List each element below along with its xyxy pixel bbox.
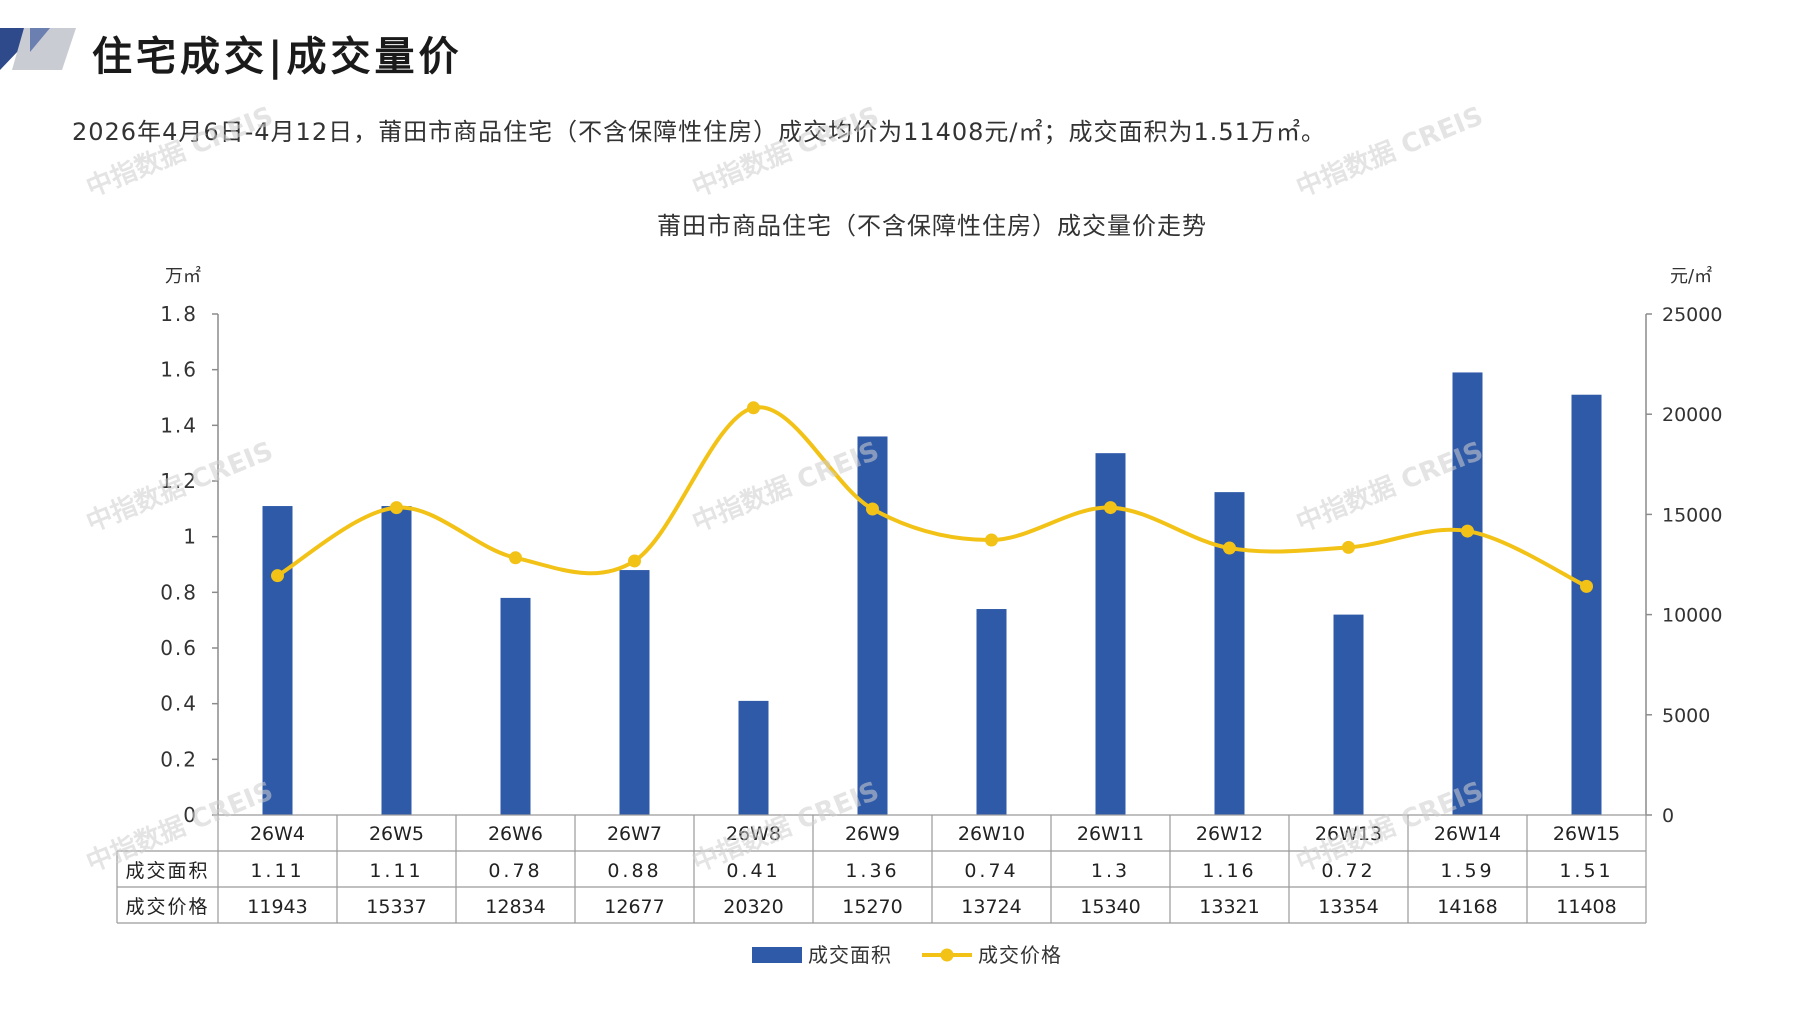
price-point-26W15 <box>1580 579 1593 593</box>
category-label-26W9: 26W9 <box>845 823 900 845</box>
right-tick-label: 20000 <box>1662 404 1722 426</box>
page-header: 住宅成交|成交量价 <box>0 22 900 80</box>
table-cell: 11943 <box>247 896 307 918</box>
right-tick-label: 25000 <box>1662 304 1722 326</box>
category-label-26W12: 26W12 <box>1196 823 1263 845</box>
price-point-26W13 <box>1342 540 1355 554</box>
category-label-26W8: 26W8 <box>726 823 781 845</box>
price-point-26W10 <box>985 533 998 547</box>
bar-26W12 <box>1214 492 1245 815</box>
price-line <box>276 405 1588 589</box>
left-axis-unit: 万㎡ <box>165 265 201 287</box>
table-cell: 12677 <box>604 896 664 918</box>
legend-bar-label: 成交面积 <box>808 943 892 967</box>
left-tick-label: 1.8 <box>160 302 198 326</box>
left-tick-label: 1 <box>183 525 198 549</box>
right-tick-label: 5000 <box>1662 705 1710 727</box>
legend-bar-swatch <box>752 947 802 963</box>
table-cell: 1.36 <box>845 860 899 882</box>
left-tick-label: 1.6 <box>160 358 198 382</box>
category-label-26W11: 26W11 <box>1077 823 1144 845</box>
table-cell: 13724 <box>961 896 1021 918</box>
right-tick-label: 15000 <box>1662 504 1722 526</box>
triangle-logo-icon <box>0 28 76 70</box>
bar-26W7 <box>619 570 650 815</box>
table-cell: 0.72 <box>1321 860 1375 882</box>
table-cell: 13321 <box>1199 896 1259 918</box>
left-tick-label: 0 <box>183 803 198 827</box>
bar-26W14 <box>1452 372 1483 815</box>
right-tick-label: 10000 <box>1662 605 1722 627</box>
category-label-26W7: 26W7 <box>607 823 662 845</box>
bar-26W6 <box>500 597 531 815</box>
page-title: 住宅成交|成交量价 <box>92 33 463 80</box>
price-point-26W8 <box>747 401 760 415</box>
category-label-26W15: 26W15 <box>1553 823 1620 845</box>
category-label-26W10: 26W10 <box>958 823 1025 845</box>
category-label-26W14: 26W14 <box>1434 823 1501 845</box>
table-row-label: 成交价格 <box>125 896 209 918</box>
bar-26W4 <box>262 506 293 815</box>
price-point-26W4 <box>271 569 284 583</box>
bar-26W9 <box>857 436 888 815</box>
category-label-26W6: 26W6 <box>488 823 543 845</box>
left-tick-label: 0.4 <box>160 692 198 716</box>
left-tick-label: 0.2 <box>160 747 198 771</box>
left-tick-label: 1.2 <box>160 469 198 493</box>
price-point-26W14 <box>1461 524 1474 538</box>
price-point-26W9 <box>866 502 879 516</box>
category-label-26W13: 26W13 <box>1315 823 1382 845</box>
table-cell: 13354 <box>1318 896 1378 918</box>
table-cell: 0.41 <box>726 860 780 882</box>
price-point-26W5 <box>390 501 403 515</box>
bar-26W15 <box>1571 394 1602 815</box>
left-tick-label: 1.4 <box>160 413 198 437</box>
table-cell: 15270 <box>842 896 902 918</box>
legend-line-label: 成交价格 <box>978 943 1062 967</box>
bar-26W10 <box>976 609 1007 815</box>
summary-text: 2026年4月6日-4月12日，莆田市商品住宅（不含保障性住房）成交均价为114… <box>72 118 1326 146</box>
category-label-26W4: 26W4 <box>250 823 305 845</box>
table-cell: 1.11 <box>369 860 423 882</box>
table-row-label: 成交面积 <box>125 860 209 882</box>
bar-26W13 <box>1333 614 1364 815</box>
price-point-26W7 <box>628 554 641 568</box>
table-cell: 0.74 <box>964 860 1018 882</box>
table-cell: 1.3 <box>1091 860 1130 882</box>
price-point-26W11 <box>1104 501 1117 515</box>
legend-line-marker <box>940 948 954 962</box>
chart-title: 莆田市商品住宅（不含保障性住房）成交量价走势 <box>657 212 1207 240</box>
table-cell: 15337 <box>366 896 426 918</box>
table-cell: 1.59 <box>1440 860 1494 882</box>
table-cell: 1.51 <box>1559 860 1613 882</box>
table-cell: 11408 <box>1556 896 1616 918</box>
bar-26W8 <box>738 700 769 815</box>
table-cell: 14168 <box>1437 896 1497 918</box>
price-point-26W12 <box>1223 541 1236 555</box>
table-cell: 20320 <box>723 896 783 918</box>
right-tick-label: 0 <box>1662 805 1674 827</box>
price-point-26W6 <box>509 551 522 565</box>
table-cell: 15340 <box>1080 896 1140 918</box>
table-cell: 0.88 <box>607 860 661 882</box>
table-cell: 1.16 <box>1202 860 1256 882</box>
table-cell: 1.11 <box>250 860 304 882</box>
table-cell: 12834 <box>485 896 545 918</box>
left-tick-label: 0.8 <box>160 580 198 604</box>
bar-26W5 <box>381 506 412 815</box>
table-cell: 0.78 <box>488 860 542 882</box>
right-axis-unit: 元/㎡ <box>1670 265 1712 287</box>
left-tick-label: 0.6 <box>160 636 198 660</box>
category-label-26W5: 26W5 <box>369 823 424 845</box>
